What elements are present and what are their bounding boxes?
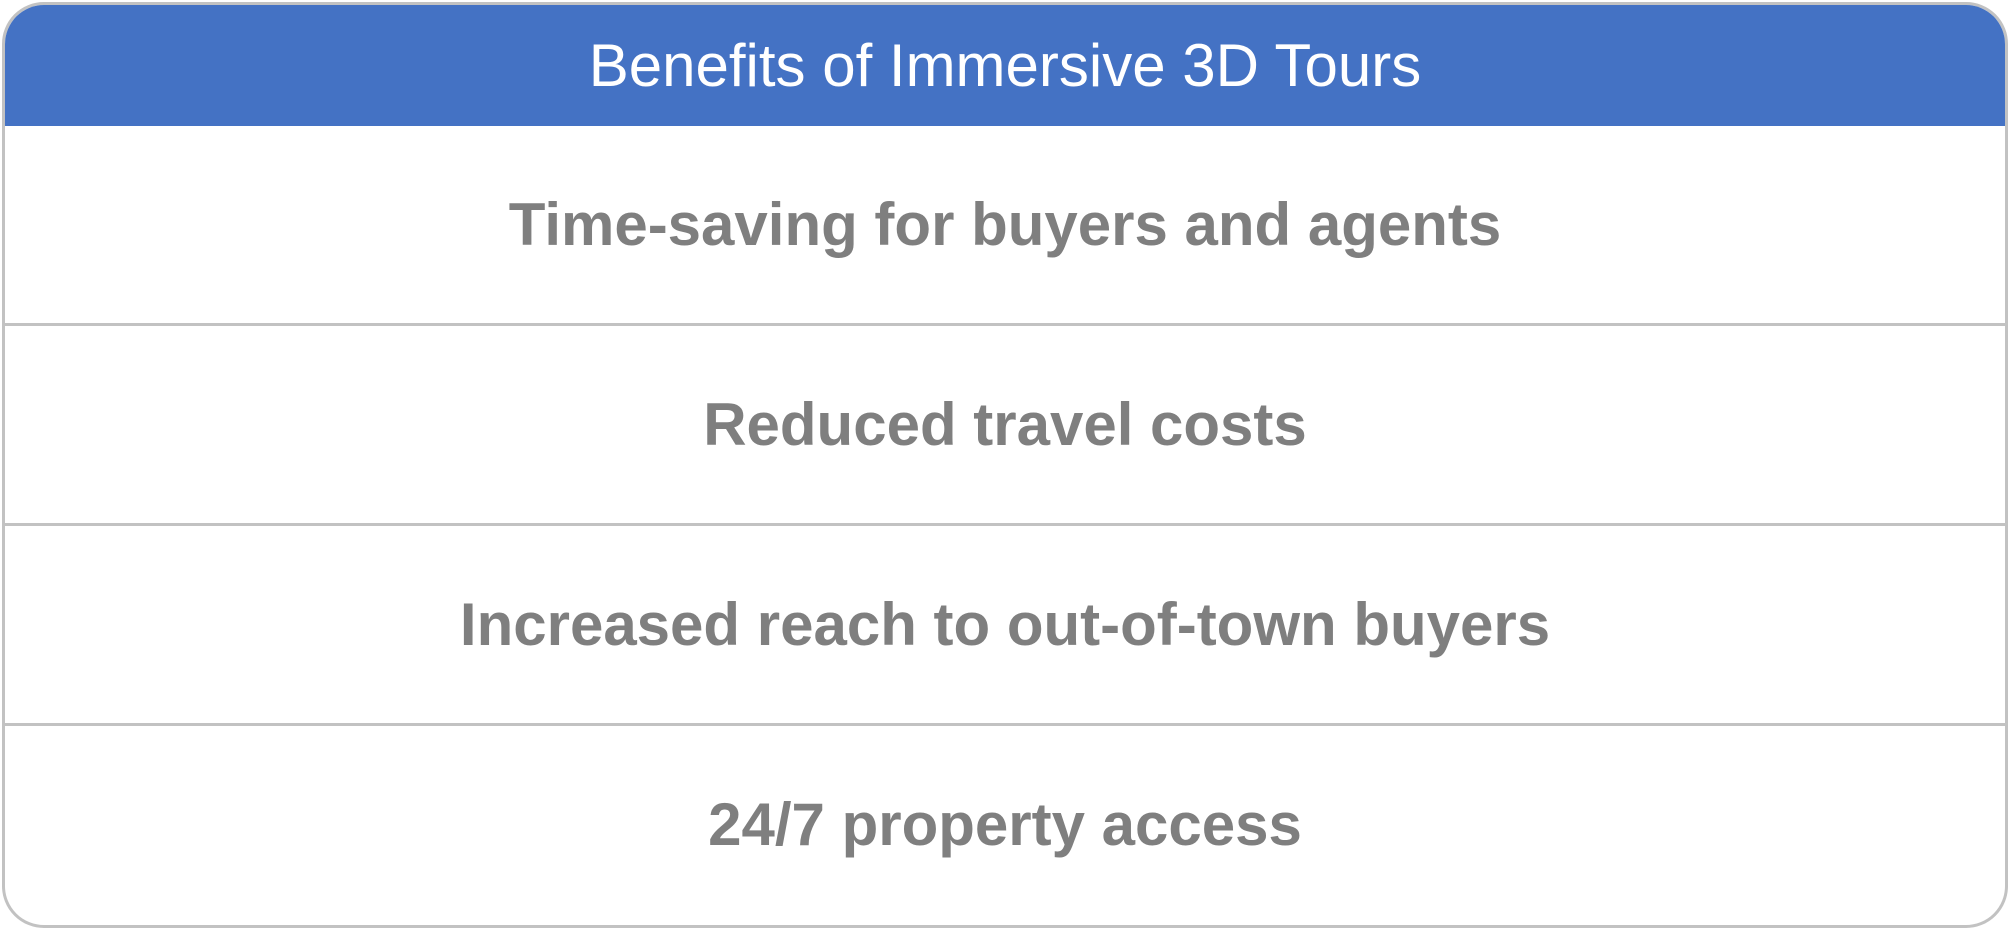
table-title: Benefits of Immersive 3D Tours bbox=[5, 5, 2005, 126]
benefit-row-property-access: 24/7 property access bbox=[708, 791, 1302, 858]
benefit-row-reduced-travel-costs: Reduced travel costs bbox=[5, 326, 2005, 526]
benefits-list: Time-saving for buyers and agents Reduce… bbox=[5, 126, 2005, 923]
benefit-row-increased-reach: Increased reach to out-of-town buyers bbox=[5, 526, 2005, 726]
benefit-row-time-saving: Time-saving for buyers and agents bbox=[5, 126, 2005, 326]
